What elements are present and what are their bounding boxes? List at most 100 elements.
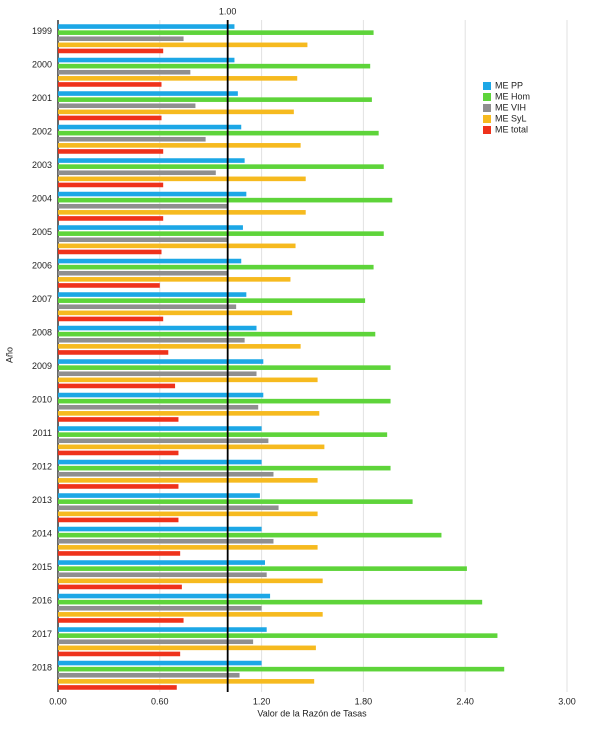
x-axis-title: Valor de la Razón de Tasas: [257, 708, 367, 718]
bar: [58, 57, 235, 63]
y-tick-label: 2010: [32, 395, 52, 405]
bar: [58, 130, 379, 136]
bar: [58, 176, 306, 182]
bar: [58, 249, 162, 255]
bar: [58, 30, 374, 35]
bar: [58, 618, 184, 623]
y-tick-label: 2007: [32, 294, 52, 304]
bar: [58, 612, 323, 617]
bar: [58, 377, 318, 383]
legend-label: ME total: [495, 124, 528, 134]
bar: [58, 331, 376, 337]
bar: [58, 444, 325, 450]
bar: [58, 545, 318, 550]
bar: [58, 164, 384, 169]
bar: [58, 651, 181, 657]
bar: [58, 484, 179, 489]
bar: [58, 231, 384, 236]
bar: [58, 143, 301, 148]
bar: [58, 292, 247, 297]
bar: [58, 438, 269, 444]
bar: [58, 69, 191, 75]
bar: [58, 478, 318, 483]
y-tick-label: 2015: [32, 562, 52, 572]
legend-label: ME Hom: [495, 91, 530, 101]
bar: [58, 197, 393, 203]
bar: [58, 471, 274, 477]
bar: [58, 605, 262, 611]
bar: [58, 392, 264, 398]
bar: [58, 124, 242, 130]
bar: [58, 679, 315, 684]
bar: [58, 599, 483, 605]
bar: [58, 337, 245, 343]
legend-swatch: [483, 82, 491, 90]
y-tick-label: 2002: [32, 127, 52, 137]
bar: [58, 672, 240, 678]
bar: [58, 203, 228, 209]
bar: [58, 660, 262, 666]
bar: [58, 237, 228, 243]
bar: [58, 685, 177, 690]
bar: [58, 532, 442, 538]
bar: [58, 359, 264, 364]
bar: [58, 538, 274, 544]
bar: [58, 383, 176, 389]
bar: [58, 465, 391, 471]
legend-label: ME VIH: [495, 102, 526, 112]
bar: [58, 24, 235, 29]
bar: [58, 633, 498, 638]
x-tick-label: 1.20: [253, 696, 271, 706]
bar: [58, 325, 257, 331]
legend-swatch: [483, 93, 491, 101]
y-tick-label: 2008: [32, 328, 52, 338]
bar: [58, 371, 257, 377]
y-axis-title: Año: [4, 347, 14, 363]
bar: [58, 432, 388, 437]
bar: [58, 398, 391, 404]
bar: [58, 493, 260, 498]
y-tick-label: 2009: [32, 361, 52, 371]
bar: [58, 584, 182, 590]
bar: [58, 344, 301, 349]
bar: [58, 572, 267, 578]
y-tick-label: 2006: [32, 261, 52, 271]
bar: [58, 243, 296, 249]
bar: [58, 115, 162, 121]
legend-label: ME SyL: [495, 113, 527, 123]
bar: [58, 158, 245, 163]
bar: [58, 316, 164, 322]
bar: [58, 560, 265, 565]
bar: [58, 517, 179, 523]
bar: [58, 304, 237, 310]
bar: [58, 526, 262, 532]
bar: [58, 298, 366, 303]
x-tick-label: 3.00: [558, 696, 576, 706]
bar: [58, 666, 505, 672]
bar: [58, 63, 371, 69]
bar: [58, 109, 294, 115]
bar: [58, 365, 391, 370]
y-tick-label: 2003: [32, 160, 52, 170]
y-tick-label: 2005: [32, 227, 52, 237]
bar: [58, 511, 318, 517]
x-tick-label: 1.80: [355, 696, 373, 706]
legend-label: ME PP: [495, 80, 523, 90]
bar: [58, 91, 238, 96]
bar: [58, 277, 291, 282]
bar: [58, 426, 262, 431]
bar: [58, 97, 372, 102]
bar: [58, 136, 206, 142]
bar: [58, 82, 162, 87]
legend-swatch: [483, 126, 491, 134]
bar: [58, 36, 184, 42]
bar: [58, 450, 179, 456]
bar: [58, 578, 323, 584]
reference-label: 1.00: [219, 6, 237, 16]
y-tick-label: 2013: [32, 495, 52, 505]
bar: [58, 225, 243, 230]
legend-swatch: [483, 104, 491, 112]
y-tick-label: 1999: [32, 26, 52, 36]
x-tick-label: 0.60: [151, 696, 169, 706]
